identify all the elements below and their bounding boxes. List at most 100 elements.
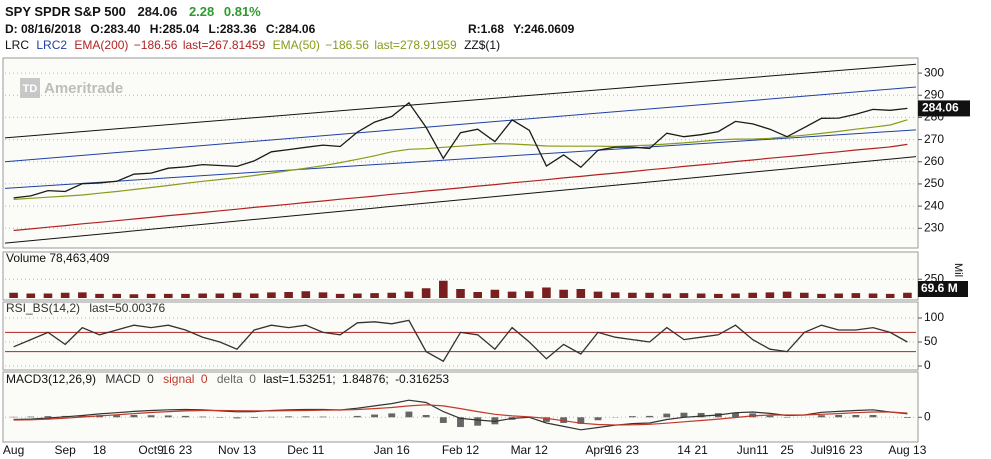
volume-bar [524, 291, 534, 298]
delta-bar [388, 413, 396, 418]
volume-bar [301, 291, 311, 298]
line [13, 399, 908, 431]
delta-bar [852, 415, 860, 418]
delta-bar [594, 417, 602, 421]
x-tick-label: 23 [849, 443, 863, 457]
legend-readout: 0 [249, 372, 256, 386]
volume-bar [387, 292, 397, 298]
volume-bar [439, 280, 448, 298]
legend-entry: signal [163, 372, 194, 386]
volume-bar [60, 292, 70, 298]
y-tick-label: 230 [924, 220, 944, 234]
volume-bar [353, 293, 362, 298]
legend-readout: −186.56 [325, 38, 369, 52]
volume-bar [26, 293, 36, 298]
volume-bar [146, 293, 156, 298]
x-tick-label: Jun11 [737, 443, 769, 457]
volume-bar [215, 293, 225, 298]
line [13, 119, 908, 200]
y-tick-label: 100 [924, 310, 944, 324]
channel-line [4, 156, 917, 244]
delta-bar [680, 412, 688, 418]
volume-bar [696, 293, 706, 298]
y-tick-label: 290 [924, 87, 944, 101]
volume-bar [765, 292, 775, 298]
delta-bar [130, 415, 138, 418]
change-pct: 0.81% [224, 4, 261, 19]
legend-entry: MACD [105, 372, 141, 386]
rsi-title: RSI_BS(14,2) [6, 301, 80, 315]
header-row-2b: R:1.68 Y:246.0609 [468, 22, 575, 36]
x-tick-label: Mar 12 [511, 443, 549, 457]
y-tick-label: 50 [924, 334, 938, 348]
legend-entry: LRC2 [36, 38, 67, 52]
volume-bar [799, 292, 809, 298]
legend-readout: last=1.53251; [263, 372, 335, 386]
delta-bar [353, 415, 361, 418]
delta-bar [371, 414, 378, 418]
legend-readout: −186.56 [134, 38, 178, 52]
logo: TD [23, 83, 38, 95]
macd-panel [2, 371, 919, 443]
volume-unit: Mil [952, 263, 964, 277]
rsi-panel [2, 301, 919, 371]
delta-bar [818, 415, 825, 418]
delta-bar [457, 417, 464, 428]
x-tick-label: Oct9 [138, 443, 164, 457]
volume-bar [129, 294, 139, 298]
rsi-legend: RSI_BS(14,2) last=50.00376 [6, 301, 165, 315]
x-tick-label: 16 [162, 443, 176, 457]
delta-bar [577, 417, 585, 424]
watermark: Ameritrade [44, 80, 123, 97]
macd-title: MACD3(12,26,9) [6, 372, 96, 386]
last-price-box [918, 100, 970, 117]
change: 2.28 [189, 4, 214, 19]
close: C:284.06 [266, 22, 316, 36]
legend-entry: EMA(50) [273, 38, 320, 52]
y-tick-label: 250 [924, 176, 944, 190]
volume-bar [542, 287, 551, 298]
x-tick-label: Aug 13 [888, 443, 926, 457]
header-row-2: D: 08/16/2018 O:283.40 H:285.04 L:283.36… [5, 22, 316, 36]
date: D: 08/16/2018 [5, 22, 81, 36]
line [13, 101, 908, 199]
x-tick-label: Nov 13 [218, 443, 256, 457]
low: L:283.36 [209, 22, 257, 36]
volume-bar [593, 291, 603, 298]
y-tick-label: 0 [924, 358, 931, 372]
x-tick-label: 18 [93, 443, 107, 457]
volume-bar [473, 292, 482, 298]
delta-bar [903, 417, 911, 418]
legend-readout: last=50.00376 [89, 301, 165, 315]
delta-bar [766, 415, 774, 418]
volume-bar [507, 291, 517, 298]
volume-bar [43, 293, 53, 298]
volume-bar [817, 293, 826, 298]
legend-readout: 1.84876; [342, 372, 389, 386]
x-tick-label: Jul9 [810, 443, 832, 457]
delta-bar [663, 413, 671, 418]
delta-bar [697, 412, 705, 418]
delta-bar [439, 417, 447, 423]
volume-bar [370, 293, 379, 298]
delta-bar [835, 415, 843, 418]
x-tick-label: 25 [780, 443, 794, 457]
volume-bar [284, 292, 293, 298]
volume-bar [78, 292, 87, 298]
x-tick-label: Apr9 [585, 443, 611, 457]
volume-bar [163, 293, 173, 298]
volume-bar [249, 293, 259, 298]
range: R:1.68 [468, 22, 504, 36]
delta-bar [302, 416, 310, 418]
header-row-1: SPY SPDR S&P 500 284.06 2.28 0.81% [5, 4, 261, 19]
line [13, 143, 908, 232]
legend-readout: last=267.81459 [183, 38, 266, 52]
volume-bar [748, 292, 758, 298]
logo-box [20, 78, 40, 98]
x-tick-label: 21 [694, 443, 708, 457]
high: H:285.04 [150, 22, 200, 36]
volume-bar [645, 292, 654, 298]
last-price-label: 284.06 [922, 101, 959, 115]
delta-bar [164, 415, 172, 418]
